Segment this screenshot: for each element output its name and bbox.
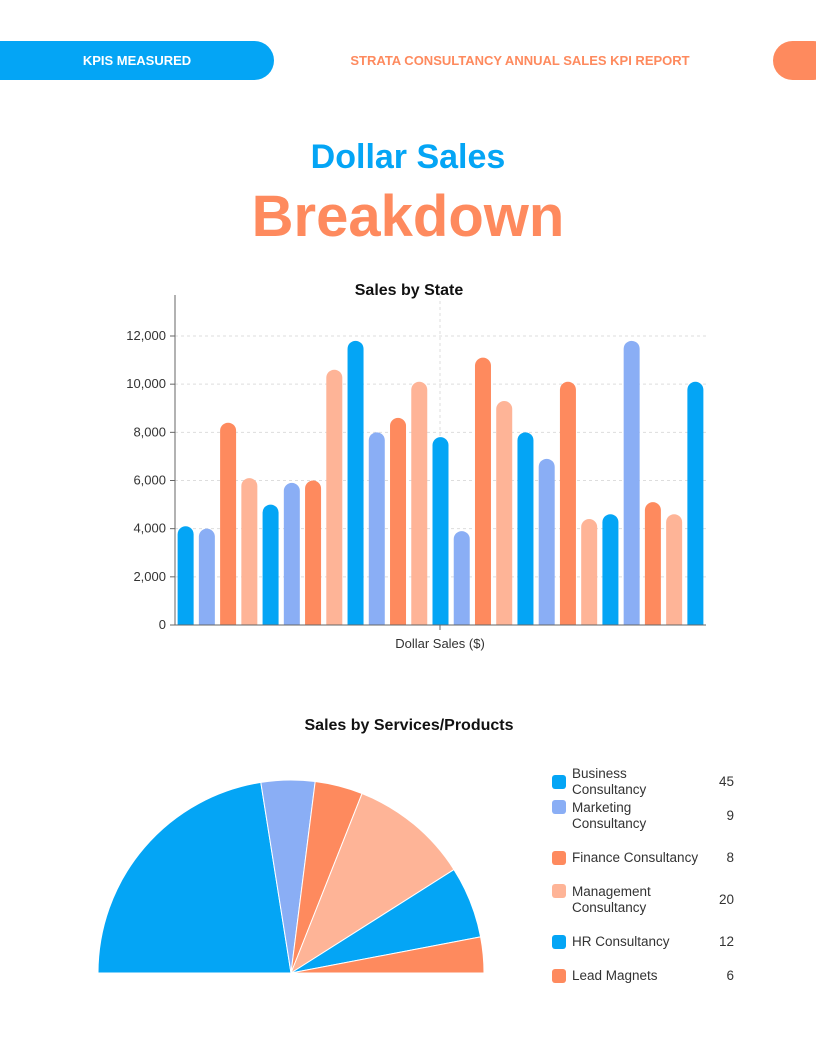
- bar: [198, 528, 215, 625]
- bar-chart: Sales by State 0 2,000 4,000 6,000 8,000 10,0…: [126, 282, 706, 651]
- bar: [411, 381, 428, 625]
- bar: [220, 422, 237, 625]
- bar: [241, 478, 258, 625]
- legend-swatch: [552, 775, 566, 789]
- legend-label: Marketing Consultancy: [572, 800, 647, 831]
- legend-label: Finance Consultancy: [572, 850, 699, 865]
- pie-chart: Sales by Services/Products: [97, 717, 514, 975]
- y-tick-label: 12,000: [126, 328, 166, 343]
- decorative-pill: [773, 41, 816, 80]
- y-tick-label: 6,000: [133, 473, 166, 488]
- pie-slice: [97, 781, 292, 974]
- bar: [390, 417, 407, 625]
- y-tick-label: 8,000: [133, 424, 166, 439]
- bar: [432, 437, 449, 625]
- bar: [283, 482, 300, 625]
- bar: [623, 340, 640, 625]
- bar: [538, 458, 555, 625]
- bar: [368, 432, 385, 625]
- bar: [177, 526, 194, 625]
- bar: [602, 514, 619, 625]
- legend-label: Business Consultancy: [572, 766, 647, 797]
- legend-item: Finance Consultancy 8: [552, 850, 734, 866]
- y-tick-label: 4,000: [133, 521, 166, 536]
- bar: [644, 502, 661, 625]
- legend-swatch: [552, 800, 566, 814]
- bar: [666, 514, 683, 625]
- bar: [559, 381, 576, 625]
- x-axis-label: Dollar Sales ($): [395, 636, 485, 651]
- legend-value: 9: [726, 808, 734, 823]
- legend-item: Lead Magnets 6: [552, 968, 734, 984]
- bar: [453, 531, 470, 625]
- legend-item: Business Consultancy 45: [552, 766, 734, 798]
- section-tab: KPIS MEASURED: [0, 41, 274, 80]
- bar: [517, 432, 534, 625]
- bar: [581, 519, 598, 625]
- legend-item: HR Consultancy 12: [552, 934, 734, 950]
- page-title-line1: Dollar Sales: [310, 138, 506, 176]
- legend-item: Management Consultancy 20: [552, 884, 734, 916]
- bar: [326, 369, 343, 625]
- legend-label: Lead Magnets: [572, 968, 658, 983]
- legend-swatch: [552, 851, 566, 865]
- chart-title: Sales by Services/Products: [305, 717, 514, 734]
- legend-label: Management Consultancy: [572, 884, 651, 915]
- legend-swatch: [552, 884, 566, 898]
- report-title: STRATA CONSULTANCY ANNUAL SALES KPI REPO…: [350, 53, 690, 68]
- bar: [496, 401, 513, 625]
- bar: [474, 357, 491, 625]
- page-title-line2: Breakdown: [251, 184, 565, 249]
- bar: [305, 480, 322, 625]
- legend-value: 6: [726, 968, 734, 983]
- bar: [347, 340, 364, 625]
- legend-value: 20: [718, 892, 734, 907]
- y-tick-label: 0: [159, 617, 166, 632]
- legend-value: 12: [718, 934, 734, 949]
- y-tick-label: 2,000: [133, 569, 166, 584]
- legend-swatch: [552, 935, 566, 949]
- legend-label: HR Consultancy: [572, 934, 670, 949]
- section-label: KPIS MEASURED: [82, 53, 192, 68]
- bar: [687, 381, 704, 625]
- pie-slice: [289, 792, 455, 975]
- bar: [262, 504, 279, 625]
- legend-value: 8: [726, 850, 734, 865]
- pie-slice: [290, 936, 485, 974]
- chart-title: Sales by State: [355, 282, 464, 299]
- y-tick-label: 10,000: [126, 376, 166, 391]
- legend-item: Marketing Consultancy 9: [552, 800, 734, 832]
- legend-swatch: [552, 969, 566, 983]
- legend-value: 45: [718, 774, 734, 789]
